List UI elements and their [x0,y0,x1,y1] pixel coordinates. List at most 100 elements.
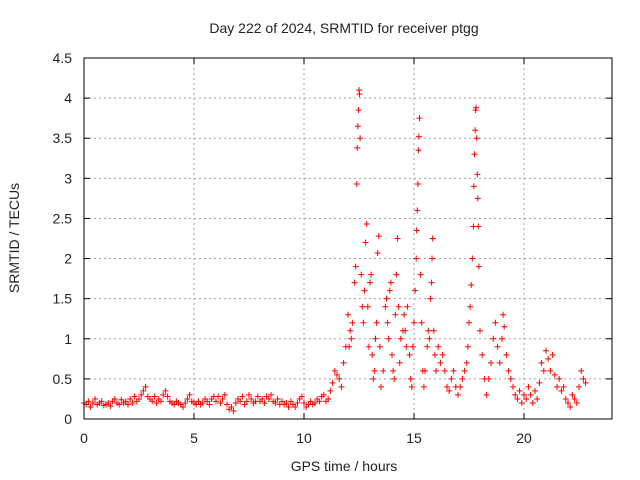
data-point [562,395,569,402]
data-point [140,387,147,394]
data-point [569,391,576,398]
x-tick-label: 20 [516,430,532,446]
y-tick-label: 3 [64,170,72,186]
data-point [312,399,318,406]
data-point [279,398,285,405]
data-point [320,391,327,398]
data-point [464,343,471,350]
data-point [514,395,521,402]
data-point [503,351,510,358]
data-point [431,351,438,358]
data-point [383,295,390,302]
data-point [373,319,380,326]
data-point [578,367,585,374]
data-point [413,227,420,234]
data-point [414,180,421,187]
y-tick-label: 1.5 [53,291,73,307]
data-point [505,367,512,374]
tick-labels: 0 0.5 1 1.5 2 2.5 3 3.5 4 4.5 0 5 10 15 20 [53,50,532,446]
data-point [340,359,347,366]
y-axis-label: SRMTID / TECUs [6,183,22,293]
data-point [294,399,301,406]
data-point [473,135,480,142]
data-point [492,319,499,326]
data-point [545,355,552,362]
data-point [422,367,428,374]
grid-layer [84,58,612,419]
data-point [429,235,436,242]
data-point [473,104,480,111]
data-point [329,379,336,386]
data-point [441,367,448,374]
data-point [496,359,503,366]
data-point [259,395,266,402]
data-point [268,391,274,398]
data-point [469,255,476,262]
data-point [287,398,294,405]
data-point [351,279,358,286]
data-point [439,351,446,358]
data-point [556,375,563,382]
data-point [237,398,244,405]
data-point [352,263,359,270]
data-point [224,401,230,408]
data-point [426,335,433,342]
data-point [149,398,156,405]
data-point [353,180,360,187]
data-point [521,391,527,398]
data-point [414,207,421,214]
data-point [85,398,92,405]
data-point [219,395,226,402]
data-point [285,403,292,410]
data-point [380,367,387,374]
y-tick-label: 4 [64,90,72,106]
data-point [463,359,470,366]
data-point [228,403,235,410]
data-point [420,383,427,390]
data-point [385,335,392,342]
data-point [467,303,474,310]
data-point [221,391,228,398]
data-point [368,271,375,278]
data-point [378,383,384,390]
data-point [372,335,379,342]
data-point [349,319,356,326]
data-point [367,279,373,286]
data-point [246,391,252,398]
data-point [272,399,279,406]
data-point [243,398,250,405]
data-point [125,401,131,408]
data-point [346,343,353,350]
data-point [215,393,222,400]
data-point [334,371,340,378]
data-point [427,295,434,302]
x-tick-label: 0 [80,430,88,446]
data-point [558,387,565,394]
data-point [393,271,400,278]
data-point [348,335,355,342]
data-point [560,383,567,390]
data-point [411,319,417,326]
data-point [358,271,365,278]
data-point [571,395,578,402]
data-point [435,343,442,350]
data-point [116,401,123,408]
data-point [118,396,125,403]
data-point [409,343,416,350]
data-point [536,379,543,386]
data-point [430,327,437,334]
data-point [554,383,560,390]
data-point [107,403,114,410]
data-point [396,359,403,366]
data-point [428,279,435,286]
data-point [391,375,398,382]
data-point [397,335,404,342]
data-point [111,395,118,402]
data-point [186,391,193,398]
data-point [415,133,422,140]
y-tick-label: 3.5 [53,130,73,146]
data-point [158,398,164,405]
data-point [371,367,378,374]
data-point [395,303,402,310]
